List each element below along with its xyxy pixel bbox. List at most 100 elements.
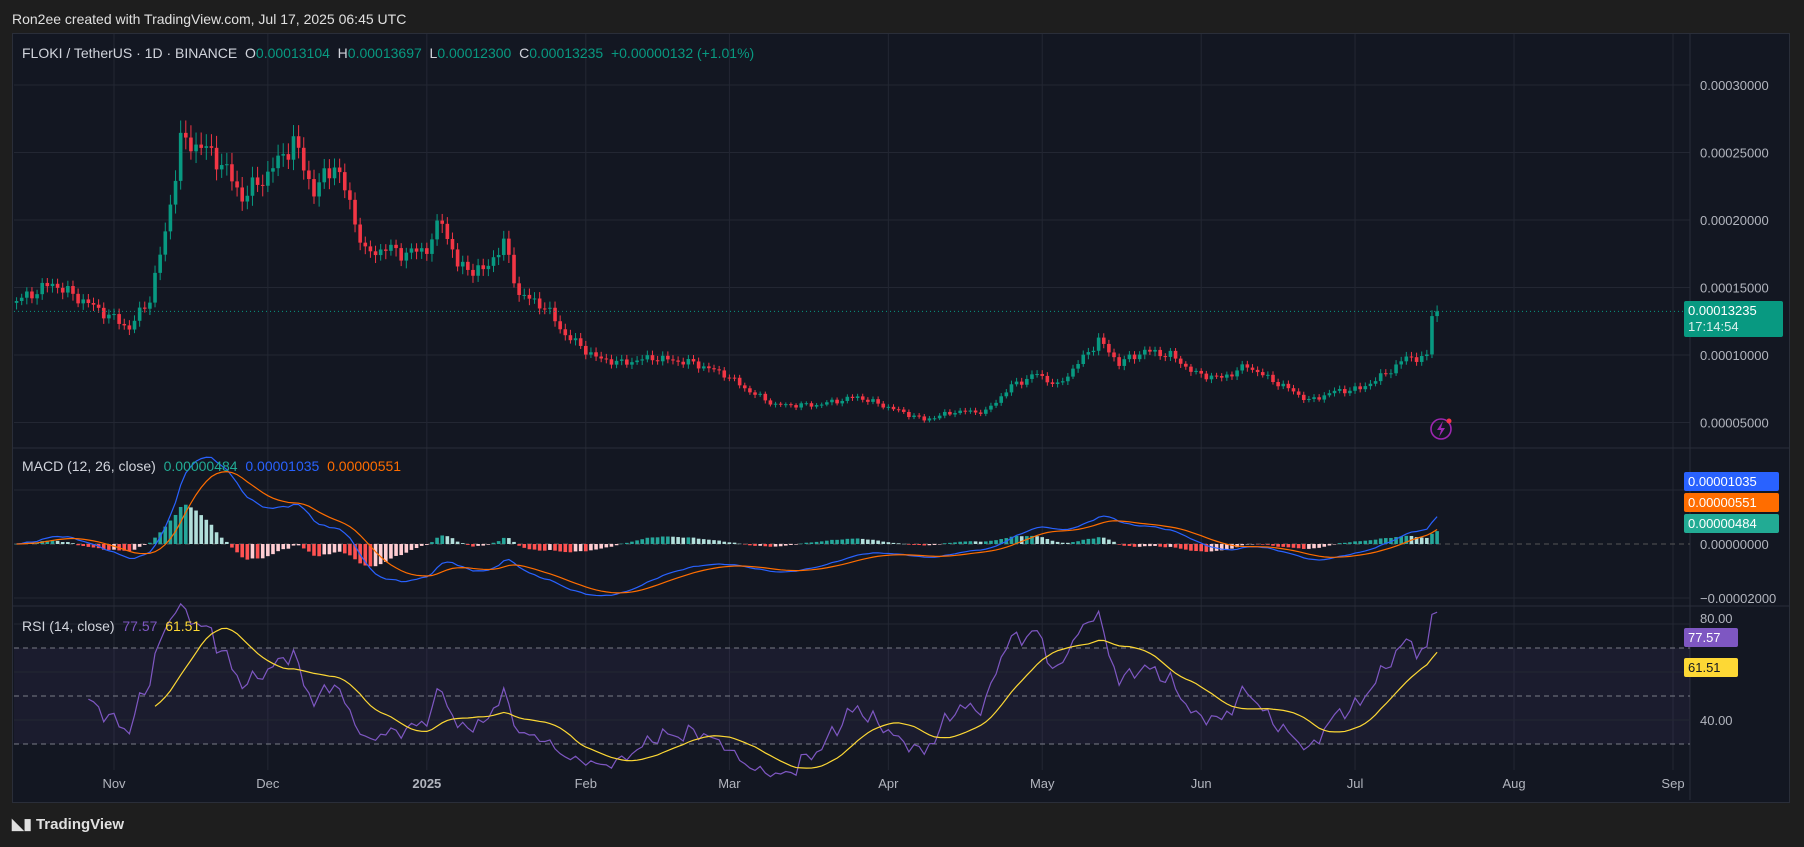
candle-body bbox=[291, 136, 296, 160]
macd-histogram-bar bbox=[1301, 544, 1306, 549]
macd-histogram-bar bbox=[1363, 540, 1368, 544]
candle-body bbox=[553, 307, 557, 322]
macd-histogram-bar bbox=[655, 537, 660, 544]
price-tick-label: 0.00030000 bbox=[1700, 78, 1769, 93]
macd-histogram-bar bbox=[1373, 539, 1378, 544]
macd-histogram-bar bbox=[199, 515, 203, 544]
macd-histogram-bar bbox=[845, 538, 850, 544]
candle-body bbox=[40, 282, 45, 295]
macd-histogram-bar bbox=[1230, 544, 1234, 549]
chart-frame[interactable] bbox=[12, 33, 1790, 803]
candle-body bbox=[1399, 361, 1404, 365]
candle-body bbox=[1189, 366, 1193, 372]
macd-histogram-bar bbox=[635, 540, 639, 544]
macd-histogram-bar bbox=[573, 544, 578, 552]
candle-body bbox=[845, 396, 850, 401]
candle-body bbox=[1301, 394, 1306, 401]
time-tick-label: Dec bbox=[256, 776, 280, 791]
candle-body bbox=[1219, 376, 1224, 378]
candle-body bbox=[594, 352, 598, 357]
candle-body bbox=[932, 418, 937, 420]
candle-body bbox=[276, 155, 280, 169]
macd-histogram-bar bbox=[173, 514, 178, 544]
macd-histogram-bar bbox=[81, 544, 86, 547]
lightning-icon[interactable] bbox=[1430, 418, 1452, 440]
candle-body bbox=[1122, 359, 1127, 366]
candle-body bbox=[1271, 374, 1275, 383]
candle-body bbox=[619, 359, 624, 361]
candle-body bbox=[1322, 395, 1327, 400]
candle-body bbox=[266, 171, 270, 186]
close-label: C bbox=[519, 45, 530, 61]
macd-histogram-bar bbox=[66, 542, 70, 544]
macd-histogram-bar bbox=[286, 544, 291, 549]
candle-body bbox=[984, 409, 988, 414]
macd-histogram-bar bbox=[1009, 536, 1014, 544]
candle-body bbox=[814, 405, 819, 407]
footer-brand: TradingView bbox=[35, 816, 125, 833]
price-tick-label: 0.00025000 bbox=[1700, 146, 1769, 161]
macd-histogram-bar bbox=[717, 540, 721, 544]
rsi-legend[interactable]: RSI (14, close) 77.57 61.51 bbox=[22, 618, 200, 634]
last-price-label: 0.00013235 17:14:54 bbox=[1684, 301, 1783, 337]
macd-histogram-bar bbox=[204, 519, 209, 544]
candle-body bbox=[1348, 390, 1352, 394]
candle-body bbox=[112, 314, 116, 316]
macd-histogram-bar bbox=[512, 541, 516, 544]
candle-body bbox=[507, 238, 511, 255]
candle-body bbox=[922, 416, 927, 421]
candle-body bbox=[614, 360, 619, 365]
price-tick-label: 0.00020000 bbox=[1700, 213, 1769, 228]
candle-body bbox=[1332, 390, 1337, 394]
macd-histogram-bar bbox=[1101, 537, 1106, 544]
candle-body bbox=[819, 404, 824, 406]
candle-body bbox=[948, 411, 952, 415]
candle-body bbox=[1260, 372, 1265, 376]
candle-body bbox=[1142, 349, 1147, 355]
macd-histogram-bar bbox=[789, 544, 793, 545]
price-tick-label: 0.00010000 bbox=[1700, 348, 1769, 363]
macd-histogram-bar bbox=[696, 538, 701, 544]
candle-body bbox=[1004, 392, 1009, 397]
macd-histogram-bar bbox=[614, 544, 619, 546]
candle-body bbox=[1353, 386, 1357, 391]
candle-body bbox=[1019, 381, 1024, 385]
macd-histogram-bar bbox=[1245, 544, 1250, 545]
last-price: 0.00013235 bbox=[1688, 303, 1757, 318]
macd-legend[interactable]: MACD (12, 26, close) 0.00000484 0.000010… bbox=[22, 458, 401, 474]
candle-body bbox=[558, 321, 562, 330]
macd-histogram-bar bbox=[742, 544, 747, 545]
macd-histogram-bar bbox=[368, 544, 373, 567]
tradingview-logo[interactable]: ◣▮ TradingView bbox=[12, 815, 124, 833]
candle-body bbox=[568, 335, 573, 341]
macd-histogram-bar bbox=[1163, 544, 1168, 548]
candle-body bbox=[178, 132, 183, 181]
candle-body bbox=[1266, 374, 1270, 376]
macd-histogram-bar bbox=[732, 542, 737, 544]
symbol-title[interactable]: FLOKI / TetherUS · 1D · BINANCE bbox=[22, 45, 238, 61]
macd-histogram-bar bbox=[871, 539, 875, 544]
candle-body bbox=[86, 299, 91, 304]
macd-histogram-bar bbox=[481, 544, 486, 546]
candle-body bbox=[973, 410, 978, 413]
macd-histogram-bar bbox=[301, 544, 306, 549]
candle-body bbox=[978, 412, 983, 414]
alert-dot-icon bbox=[1446, 418, 1452, 424]
macd-histogram-bar bbox=[353, 544, 357, 560]
candle-body bbox=[91, 303, 96, 305]
macd-histogram-bar bbox=[948, 542, 952, 544]
macd-histogram-bar bbox=[912, 544, 916, 545]
candle-body bbox=[1168, 350, 1173, 357]
time-tick-label: Apr bbox=[878, 776, 899, 791]
macd-histogram-bar bbox=[86, 544, 91, 547]
macd-histogram-bar bbox=[989, 540, 993, 544]
macd-histogram-bar bbox=[378, 544, 383, 565]
candle-body bbox=[35, 294, 39, 299]
candle-body bbox=[968, 410, 973, 412]
time-tick-label: Nov bbox=[102, 776, 126, 791]
candle-body bbox=[686, 359, 691, 365]
macd-histogram-bar bbox=[1266, 544, 1270, 545]
open-label: O bbox=[245, 45, 256, 61]
candle-body bbox=[363, 242, 368, 247]
